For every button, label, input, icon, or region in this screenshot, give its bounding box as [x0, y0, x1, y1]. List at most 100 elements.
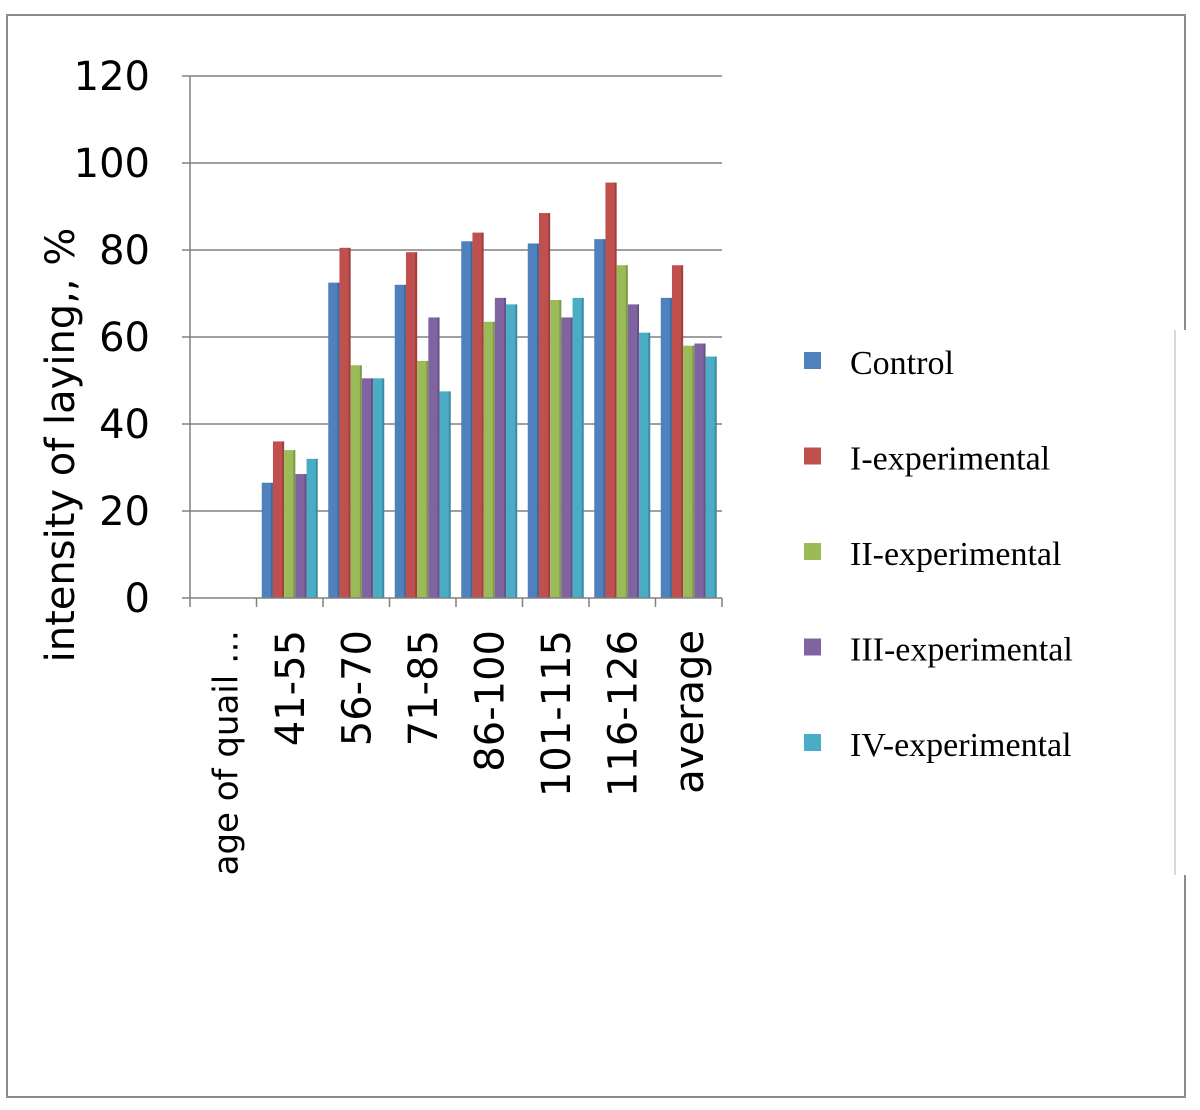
legend-label: IV-experimental — [850, 727, 1072, 764]
x-tick-label: 41-55 — [268, 630, 314, 746]
bar-shade — [315, 458, 318, 598]
bar-shade — [371, 378, 374, 598]
bar-i-experimental — [671, 265, 684, 598]
bar-shade — [536, 243, 539, 598]
bar-control — [461, 241, 473, 599]
y-tick-label: 20 — [99, 489, 150, 535]
bar-shade — [481, 232, 484, 598]
bar-shade — [293, 450, 296, 598]
bar-shade — [714, 356, 717, 598]
bar-iii-experimental — [627, 304, 640, 598]
x-axis: age of quail … 41-55 56-70 71-85 86-100 101-1… — [189, 597, 723, 875]
bar-iii-experimental — [561, 317, 573, 598]
bar-i-experimental — [339, 247, 351, 598]
frame-gap — [1176, 330, 1190, 875]
x-tick-label: 101-115 — [534, 630, 580, 797]
legend-swatch — [804, 352, 821, 369]
bar-i-experimental — [605, 182, 617, 598]
bar-shade — [415, 252, 418, 599]
y-axis-label: intensity of laying,, % — [38, 228, 84, 663]
bar-control — [594, 239, 606, 598]
bar-i-experimental — [472, 232, 484, 598]
bar-control — [328, 282, 340, 598]
bar-shade — [437, 317, 440, 598]
bar-shade — [448, 391, 451, 598]
bar-shade — [337, 282, 340, 598]
bar-iii-experimental — [295, 474, 307, 598]
bar-ii-experimental — [550, 300, 562, 598]
bar-shade — [637, 304, 640, 598]
bar-shade — [515, 304, 518, 598]
bar-i-experimental — [272, 441, 285, 598]
bar-shade — [603, 239, 606, 598]
bar-shade — [382, 378, 385, 598]
legend-label: Control — [850, 345, 954, 382]
bar-shade — [282, 441, 285, 598]
bar-control — [261, 482, 273, 598]
legend-swatch — [804, 543, 821, 560]
bar-iv-experimental — [373, 378, 385, 598]
bar-shade — [492, 321, 495, 598]
bar-iv-experimental — [572, 297, 584, 598]
bar-ii-experimental — [350, 365, 362, 598]
bar-shade — [548, 213, 551, 598]
bar-iv-experimental — [439, 391, 451, 598]
bar-iv-experimental — [639, 332, 651, 598]
bar-shade — [304, 474, 307, 598]
bar-iii-experimental — [428, 317, 440, 598]
bar-ii-experimental — [683, 345, 695, 598]
bar-ii-experimental — [616, 265, 628, 598]
bar-iii-experimental — [494, 297, 507, 598]
bar-control — [527, 243, 539, 598]
bar-shade — [403, 284, 406, 598]
bar-control — [394, 284, 406, 598]
bar-shade — [692, 345, 695, 598]
bar-iii-experimental — [694, 343, 706, 598]
bar-ii-experimental — [284, 450, 296, 598]
legend-label: II-experimental — [850, 536, 1061, 573]
x-tick-label: age of quail … — [206, 630, 246, 875]
bar-iv-experimental — [506, 304, 518, 598]
bar-control — [660, 297, 672, 598]
x-tick-label: 56-70 — [334, 630, 380, 746]
bar-shade — [669, 297, 672, 598]
x-tick-label: 86-100 — [467, 630, 513, 772]
frame-right-line — [1174, 330, 1176, 875]
bar-shade — [681, 265, 684, 598]
bar-shade — [270, 482, 273, 598]
y-tick-label: 0 — [125, 576, 150, 622]
bar-shade — [648, 332, 651, 598]
bar-ii-experimental — [483, 321, 495, 598]
bar-shade — [614, 182, 617, 598]
legend-swatch — [804, 447, 821, 465]
bar-shade — [570, 317, 573, 598]
bar-i-experimental — [538, 213, 551, 598]
x-tick-label: 71-85 — [401, 630, 447, 746]
x-tick-label: average — [667, 630, 713, 794]
bar-shade — [581, 297, 584, 598]
y-axis: 0 20 40 60 80 100 120 — [74, 54, 191, 622]
bar-shade — [559, 300, 562, 598]
x-tick-label: 116-126 — [600, 630, 646, 797]
y-tick-label: 120 — [74, 54, 150, 100]
bar-iii-experimental — [361, 378, 374, 598]
bar-shade — [470, 241, 473, 599]
bars — [261, 182, 717, 599]
bar-shade — [703, 343, 706, 598]
legend: Control I-experimental II-experimental III-… — [804, 345, 1073, 764]
bar-i-experimental — [405, 252, 418, 599]
bar-shade — [625, 265, 628, 598]
legend-label: III-experimental — [850, 632, 1073, 669]
y-tick-label: 60 — [99, 315, 150, 361]
legend-swatch — [804, 734, 821, 751]
bar-shade — [359, 365, 362, 598]
legend-label: I-experimental — [850, 441, 1050, 478]
bar-shade — [504, 297, 507, 598]
y-tick-label: 80 — [99, 228, 150, 274]
y-tick-label: 40 — [99, 402, 150, 448]
y-tick-label: 100 — [74, 141, 150, 187]
bar-iv-experimental — [705, 356, 717, 598]
bar-ii-experimental — [417, 360, 429, 598]
legend-swatch — [804, 638, 821, 656]
